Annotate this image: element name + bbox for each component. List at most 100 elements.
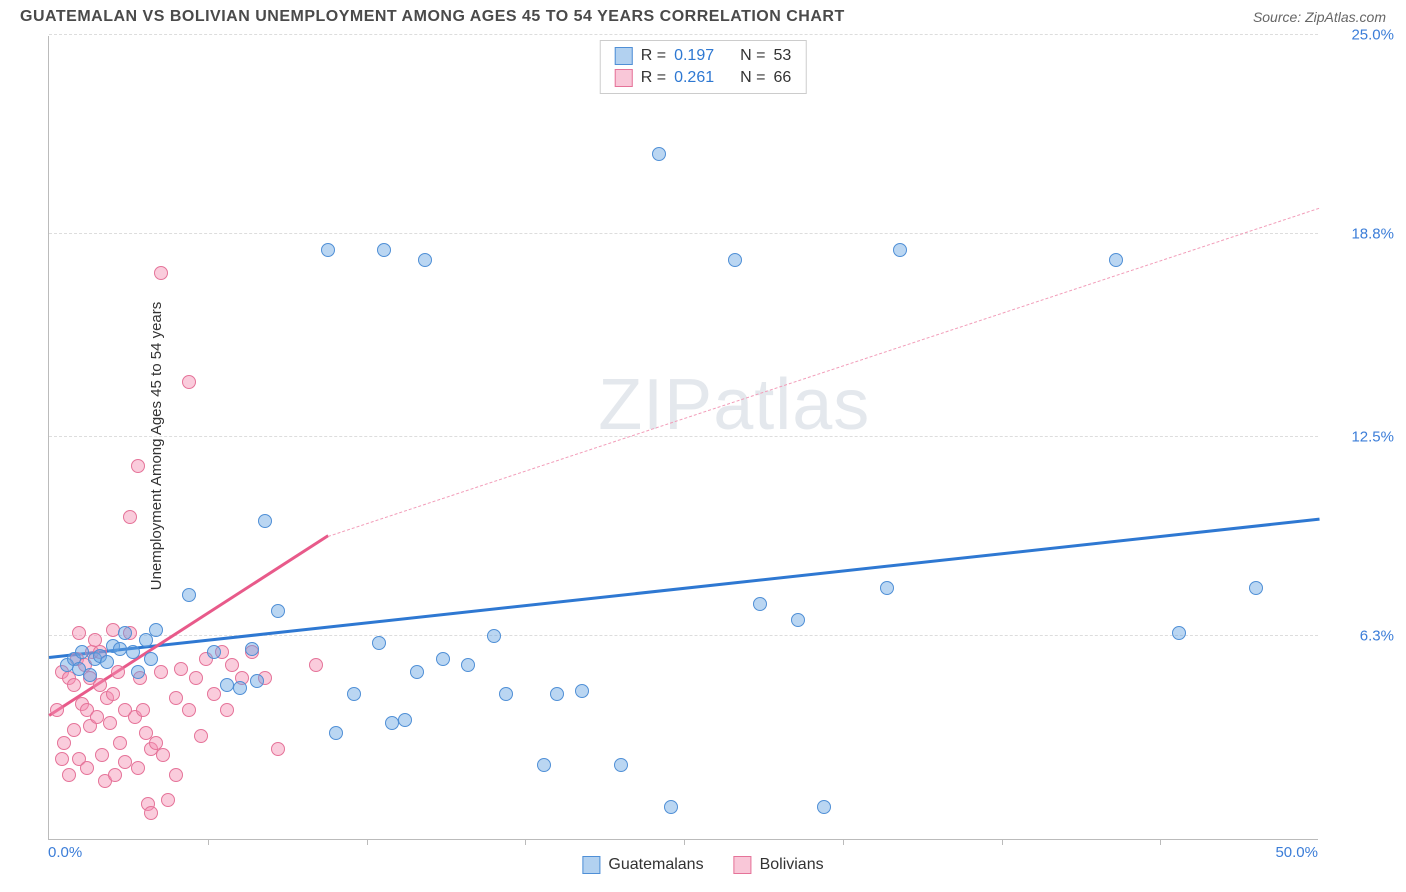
watermark: ZIPatlas (598, 364, 870, 446)
data-point (174, 662, 188, 676)
data-point (95, 748, 109, 762)
x-axis-max-label: 50.0% (1275, 844, 1318, 861)
legend-swatch (615, 69, 633, 87)
legend-label: Bolivians (760, 856, 824, 874)
data-point (108, 768, 122, 782)
data-point (144, 806, 158, 820)
data-point (791, 613, 805, 627)
data-point (461, 658, 475, 672)
y-tick-label: 18.8% (1324, 226, 1394, 243)
correlation-box: R =0.197N =53R =0.261N =66 (600, 40, 807, 94)
r-label: R = (641, 47, 666, 65)
data-point (144, 652, 158, 666)
data-point (67, 678, 81, 692)
data-point (113, 736, 127, 750)
data-point (347, 687, 361, 701)
y-tick-label: 12.5% (1324, 429, 1394, 446)
x-axis-min-label: 0.0% (48, 844, 82, 861)
data-point (111, 665, 125, 679)
trend-line (49, 518, 1319, 659)
data-point (614, 758, 628, 772)
r-value: 0.197 (674, 47, 714, 65)
data-point (817, 800, 831, 814)
data-point (436, 652, 450, 666)
data-point (169, 691, 183, 705)
data-point (398, 713, 412, 727)
legend-label: Guatemalans (608, 856, 703, 874)
data-point (50, 703, 64, 717)
data-point (62, 768, 76, 782)
data-point (537, 758, 551, 772)
data-point (136, 703, 150, 717)
legend-item: Guatemalans (582, 856, 703, 874)
data-point (182, 375, 196, 389)
data-point (131, 459, 145, 473)
data-point (880, 581, 894, 595)
data-point (207, 645, 221, 659)
data-point (149, 736, 163, 750)
data-point (418, 253, 432, 267)
n-value: 53 (773, 47, 791, 65)
data-point (233, 681, 247, 695)
legend-item: Bolivians (734, 856, 824, 874)
data-point (156, 748, 170, 762)
legend-swatch (615, 47, 633, 65)
data-point (550, 687, 564, 701)
data-point (126, 645, 140, 659)
trend-line-dashed (328, 208, 1319, 537)
source-label: Source: ZipAtlas.com (1253, 9, 1386, 25)
data-point (487, 629, 501, 643)
data-point (753, 597, 767, 611)
data-point (154, 665, 168, 679)
data-point (55, 752, 69, 766)
correlation-row: R =0.197N =53 (615, 45, 792, 67)
data-point (652, 147, 666, 161)
data-point (194, 729, 208, 743)
data-point (131, 665, 145, 679)
data-point (225, 658, 239, 672)
data-point (499, 687, 513, 701)
data-point (377, 243, 391, 257)
data-point (154, 266, 168, 280)
data-point (271, 604, 285, 618)
chart-title: GUATEMALAN VS BOLIVIAN UNEMPLOYMENT AMON… (20, 8, 845, 26)
gridline (49, 436, 1318, 437)
data-point (106, 687, 120, 701)
data-point (100, 655, 114, 669)
data-point (1109, 253, 1123, 267)
data-point (575, 684, 589, 698)
data-point (80, 761, 94, 775)
legend-swatch (582, 856, 600, 874)
data-point (410, 665, 424, 679)
data-point (57, 736, 71, 750)
data-point (372, 636, 386, 650)
data-point (1172, 626, 1186, 640)
data-point (93, 678, 107, 692)
data-point (329, 726, 343, 740)
data-point (189, 671, 203, 685)
data-point (321, 243, 335, 257)
data-point (131, 761, 145, 775)
n-label: N = (740, 69, 765, 87)
data-point (664, 800, 678, 814)
data-point (728, 253, 742, 267)
gridline (49, 233, 1318, 234)
data-point (182, 703, 196, 717)
data-point (271, 742, 285, 756)
trend-line (48, 534, 329, 716)
chart-area: ZIPatlas 6.3%12.5%18.8%25.0% (48, 36, 1318, 840)
data-point (1249, 581, 1263, 595)
data-point (182, 588, 196, 602)
n-value: 66 (773, 69, 791, 87)
y-tick-label: 25.0% (1324, 27, 1394, 44)
data-point (161, 793, 175, 807)
data-point (893, 243, 907, 257)
data-point (169, 768, 183, 782)
r-label: R = (641, 69, 666, 87)
data-point (245, 642, 259, 656)
data-point (113, 642, 127, 656)
data-point (309, 658, 323, 672)
data-point (220, 678, 234, 692)
data-point (67, 723, 81, 737)
data-point (103, 716, 117, 730)
